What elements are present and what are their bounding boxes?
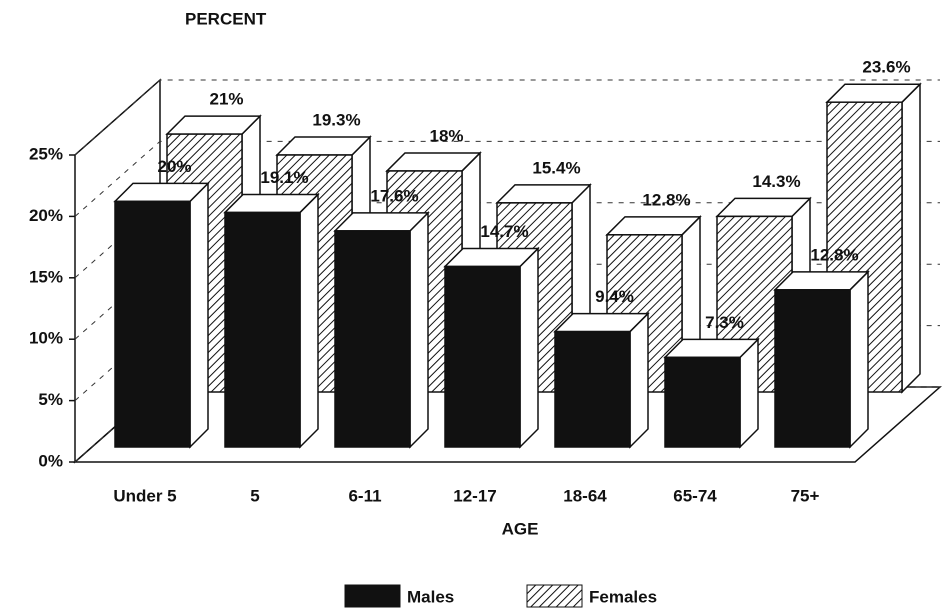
bar-side xyxy=(189,181,209,449)
legend-label: Females xyxy=(589,587,657,606)
y-tick-label: 15% xyxy=(29,267,63,286)
value-label: 15.4% xyxy=(532,158,580,177)
value-label: 21% xyxy=(209,90,243,109)
bar-group xyxy=(663,337,760,449)
bar-side xyxy=(409,211,429,449)
bar xyxy=(774,289,851,448)
y-tick-label: 0% xyxy=(38,451,63,470)
value-label: 19.1% xyxy=(260,168,308,187)
grid-line xyxy=(74,140,940,217)
value-label: 23.6% xyxy=(862,58,910,77)
value-label: 17.6% xyxy=(370,186,418,205)
value-label: 9.4% xyxy=(595,287,634,306)
legend-swatch xyxy=(526,584,583,608)
bar-group xyxy=(223,192,320,449)
bar xyxy=(334,230,411,448)
x-tick-label: 12-17 xyxy=(453,486,496,505)
chart-title: PERCENT xyxy=(185,9,267,28)
grid-line xyxy=(74,79,940,156)
y-tick-label: 10% xyxy=(29,329,63,348)
bar-side xyxy=(629,311,649,449)
legend-swatch xyxy=(344,584,401,608)
y-tick-label: 5% xyxy=(38,390,63,409)
bar-side xyxy=(849,270,869,449)
bar-side xyxy=(901,82,921,394)
x-axis-label: AGE xyxy=(502,519,539,538)
y-tick-label: 20% xyxy=(29,206,63,225)
value-label: 7.3% xyxy=(705,313,744,332)
bar-group xyxy=(443,246,540,449)
bar xyxy=(224,211,301,448)
value-label: 12.8% xyxy=(810,245,858,264)
x-tick-label: Under 5 xyxy=(113,486,176,505)
legend-label: Males xyxy=(407,587,454,606)
bar-group xyxy=(333,211,430,449)
bar xyxy=(444,265,521,448)
x-tick-label: 6-11 xyxy=(348,486,381,505)
x-tick-label: 5 xyxy=(250,486,259,505)
x-tick-label: 75+ xyxy=(791,486,820,505)
value-label: 19.3% xyxy=(312,110,360,129)
x-tick-label: 18-64 xyxy=(563,486,607,505)
bar xyxy=(554,330,631,448)
bar-group xyxy=(773,270,870,449)
value-label: 18% xyxy=(429,126,463,145)
bar-side xyxy=(299,192,319,449)
value-label: 20% xyxy=(157,157,191,176)
bar xyxy=(114,200,191,448)
x-tick-label: 65-74 xyxy=(673,486,717,505)
y-tick-label: 25% xyxy=(29,144,63,163)
bar-side xyxy=(519,246,539,449)
bar-group xyxy=(553,311,650,449)
bar xyxy=(664,356,741,448)
value-label: 14.7% xyxy=(480,222,528,241)
value-label: 14.3% xyxy=(752,172,800,191)
value-label: 12.8% xyxy=(642,190,690,209)
bar-group xyxy=(113,181,210,449)
